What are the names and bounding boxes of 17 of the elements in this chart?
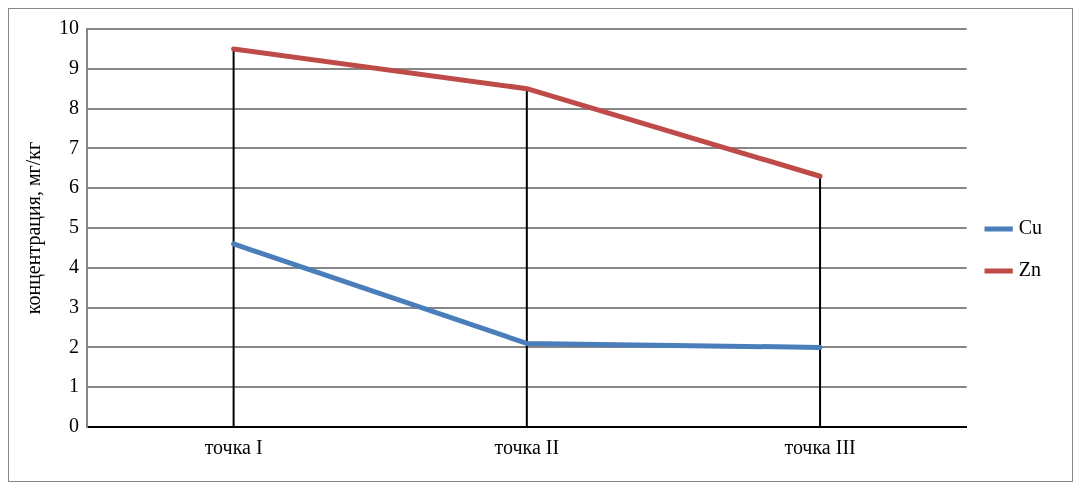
y-tick-label: 5 <box>69 215 79 238</box>
y-tick-label: 1 <box>69 374 79 397</box>
legend-label: Cu <box>1018 216 1042 239</box>
legend-label: Zn <box>1018 258 1041 281</box>
x-tick-label: точка II <box>494 436 560 459</box>
y-tick-label: 6 <box>69 175 79 198</box>
y-tick-label: 9 <box>69 56 79 79</box>
y-tick-label: 3 <box>69 294 79 317</box>
y-tick-label: 2 <box>69 334 79 357</box>
y-tick-label: 0 <box>69 414 79 437</box>
y-tick-label: 8 <box>69 95 79 118</box>
y-tick-label: 7 <box>69 135 79 158</box>
x-tick-label: точка I <box>204 436 263 459</box>
y-tick-label: 4 <box>69 255 79 278</box>
x-tick-label: точка III <box>784 436 856 459</box>
y-tick-label: 10 <box>59 16 79 39</box>
y-axis-title: концентрация, мг/кг <box>22 141 46 315</box>
